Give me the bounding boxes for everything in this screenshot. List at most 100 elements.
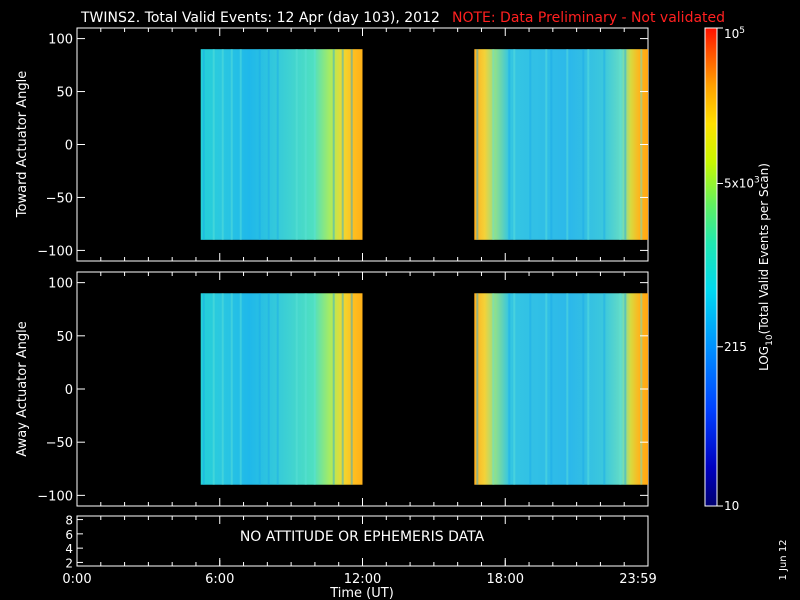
toward-scan-streak (350, 49, 353, 240)
toward-scan-streak (276, 49, 279, 240)
away-scan-streak (295, 293, 298, 485)
away-y-tick-label: 0 (65, 383, 73, 398)
away-scan-streak (492, 293, 495, 485)
toward-y-label: Toward Actuator Angle (15, 71, 30, 218)
colorbar-tick-exp: 5 (739, 26, 745, 36)
toward-scan-streak (332, 49, 335, 240)
colorbar-tick-base: 10 (724, 499, 739, 513)
toward-scan-streak (221, 49, 224, 240)
toward-scan-streak (304, 49, 307, 240)
away-scan-streak (230, 293, 233, 485)
time-x-tick-label: 12:00 (344, 572, 381, 587)
away-scan-streak (624, 293, 627, 485)
toward-scan-streak (513, 49, 516, 240)
away-y-axis: 100 50 0 −50 −100 (37, 277, 648, 504)
toward-scan-streak (550, 49, 553, 240)
colorbar-tick-label: 105 (724, 26, 745, 41)
ephemeris-y-tick-label: 2 (65, 556, 73, 570)
colorbar-gradient (704, 27, 718, 507)
toward-scan-streak (619, 49, 622, 240)
toward-scan-streak (258, 49, 261, 240)
away-scan-streak (545, 293, 548, 485)
ephemeris-plot-frame (76, 515, 649, 567)
away-scan-streak (221, 293, 224, 485)
toward-y-tick-label: −100 (37, 244, 73, 259)
away-panel: 100 50 0 −50 −100 Away Actuator Angle (15, 271, 649, 507)
toward-y-tick-label: 100 (48, 33, 73, 48)
toward-scan-streak (624, 49, 627, 240)
ephemeris-y-tick-label: 6 (65, 528, 73, 542)
colorbar-tick-label: 5x103 (724, 175, 760, 190)
away-scan-streak (513, 293, 516, 485)
toward-scan-streak (230, 49, 233, 240)
toward-y-tick-label: −50 (46, 191, 73, 206)
away-data-blocks (200, 293, 648, 485)
time-x-axis: 0:00 6:00 12:00 18:00 23:59 (62, 28, 657, 587)
away-scan-streak (508, 293, 511, 485)
ephemeris-y-tick-label: 8 (65, 514, 73, 528)
toward-data-block-1 (200, 49, 363, 240)
away-y-label: Away Actuator Angle (15, 321, 30, 456)
away-y-tick-label: 100 (48, 277, 73, 292)
away-scan-streak (587, 293, 590, 485)
away-scan-streak (313, 293, 316, 485)
away-scan-streak (212, 293, 215, 485)
toward-data-block-2 (474, 49, 648, 240)
colorbar-tick-base: 10 (724, 27, 739, 41)
chart-title: TWINS2. Total Valid Events: 12 Apr (day … (80, 10, 440, 26)
toward-panel: 100 50 0 −50 −100 Toward Actuator Angle (15, 27, 649, 262)
away-scan-streak (202, 293, 205, 485)
away-scan-streak (529, 293, 532, 485)
toward-scan-streak (476, 49, 479, 240)
toward-scan-streak (603, 49, 606, 240)
toward-scan-streak (295, 49, 298, 240)
away-scan-streak (350, 293, 353, 485)
toward-y-tick-label: 0 (65, 139, 73, 154)
away-scan-streak (276, 293, 279, 485)
colorbar-label: LOG10(Total Valid Events per Scan) (757, 163, 775, 371)
away-scan-streak (619, 293, 622, 485)
toward-data-blocks (200, 49, 648, 240)
colorbar-tick-label: 10 (724, 499, 739, 513)
toward-scan-streak (587, 49, 590, 240)
away-scan-streak (582, 293, 585, 485)
away-scan-streak (603, 293, 606, 485)
colorbar-label-rest: (Total Valid Events per Scan) (757, 163, 771, 334)
away-scan-streak (341, 293, 344, 485)
time-x-tick-label: 0:00 (62, 572, 91, 587)
away-y-tick-label: 50 (56, 330, 73, 345)
colorbar-tick-base: 5x10 (724, 176, 754, 190)
toward-scan-streak (341, 49, 344, 240)
toward-scan-streak (267, 49, 270, 240)
toward-scan-streak (508, 49, 511, 240)
colorbar-tick-base: 215 (724, 340, 747, 354)
away-scan-streak (566, 293, 569, 485)
away-scan-streak (304, 293, 307, 485)
away-y-tick-label: −50 (46, 436, 73, 451)
away-scan-streak (239, 293, 242, 485)
time-x-tick-label: 18:00 (487, 572, 524, 587)
colorbar-label-text: LOG (757, 346, 771, 371)
toward-y-tick-label: 50 (56, 86, 73, 101)
colorbar-tick-label: 215 (724, 340, 747, 354)
x-axis-label: Time (UT) (329, 586, 394, 600)
toward-scan-streak (492, 49, 495, 240)
toward-scan-streak (239, 49, 242, 240)
toward-y-axis: 100 50 0 −50 −100 (37, 33, 648, 259)
toward-scan-streak (212, 49, 215, 240)
time-x-tick-label: 6:00 (205, 572, 234, 587)
away-scan-streak (476, 293, 479, 485)
ephemeris-y-tick-label: 4 (65, 542, 73, 556)
colorbar-tick-exp: 3 (754, 175, 760, 185)
no-data-annotation: NO ATTITUDE OR EPHEMERIS DATA (240, 529, 485, 545)
toward-scan-streak (202, 49, 205, 240)
toward-scan-streak (313, 49, 316, 240)
toward-scan-streak (545, 49, 548, 240)
away-scan-streak (550, 293, 553, 485)
away-y-tick-label: −100 (37, 489, 73, 504)
toward-scan-streak (582, 49, 585, 240)
